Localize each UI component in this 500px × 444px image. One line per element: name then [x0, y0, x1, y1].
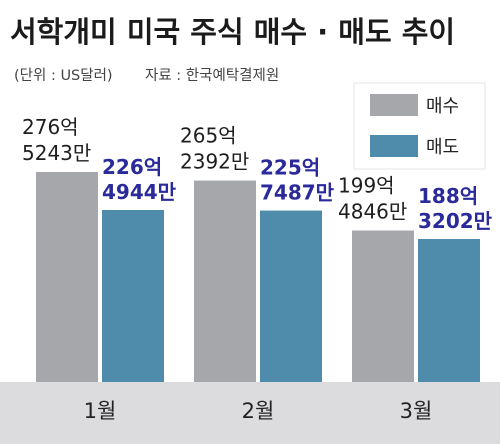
bar-sell-2 [260, 210, 322, 382]
source-note: 자료 : 한국예탁결제원 [145, 67, 279, 84]
label-sell-3-line1: 188억 [418, 184, 478, 208]
x-axis-band [0, 382, 500, 444]
legend-swatch-buy [370, 94, 418, 116]
x-axis-labels-group: 1월 2월 3월 [84, 399, 433, 423]
legend-swatch-sell [370, 135, 418, 157]
label-sell-1-line2: 4944만 [102, 180, 177, 204]
label-buy-2-line1: 265억 [180, 124, 237, 148]
legend-label-buy: 매수 [426, 96, 459, 117]
legend-label-sell: 매도 [426, 137, 459, 158]
label-buy-3-line1: 199억 [338, 174, 395, 198]
label-sell-3-line2: 3202만 [418, 209, 493, 233]
bar-sell-1 [102, 209, 164, 382]
label-buy-1-line2: 5243만 [22, 141, 91, 165]
label-buy-2-line2: 2392만 [180, 150, 249, 174]
label-buy-3-line2: 4846만 [338, 200, 407, 224]
label-sell-2-line1: 225억 [260, 156, 320, 180]
x-tick-1: 1월 [84, 399, 117, 423]
unit-note: (단위 : US달러) [14, 67, 113, 84]
x-tick-2: 2월 [242, 399, 275, 423]
label-sell-1-line1: 226억 [102, 155, 162, 179]
x-tick-3: 3월 [400, 399, 433, 423]
label-sell-2-line2: 7487만 [260, 181, 335, 205]
chart-title: 서학개미 미국 주식 매수 · 매도 추이 [10, 15, 455, 49]
bar-buy-3 [352, 230, 414, 382]
bar-buy-1 [36, 172, 98, 382]
bar-sell-3 [418, 238, 480, 382]
legend: 매수 매도 [353, 82, 486, 170]
label-buy-1-line1: 276억 [22, 115, 79, 139]
bar-buy-2 [194, 180, 256, 382]
bars-group [36, 172, 480, 382]
